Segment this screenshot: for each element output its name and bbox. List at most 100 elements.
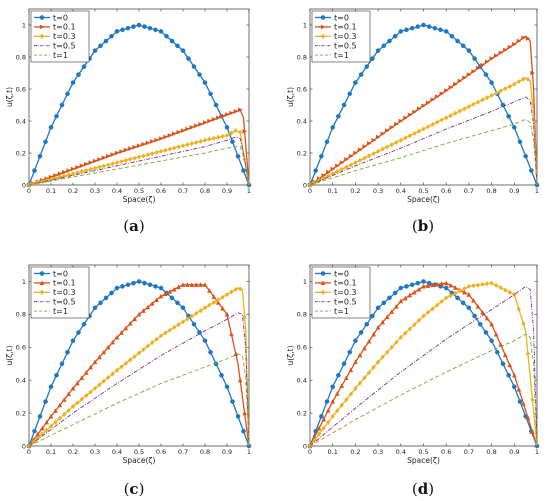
data-point: [110, 371, 115, 377]
data-point: [348, 391, 353, 397]
data-point: [194, 139, 199, 145]
series-t-0_5: [28, 312, 250, 447]
caption-open: (: [124, 480, 130, 498]
data-point: [398, 137, 403, 143]
data-point: [189, 125, 195, 130]
legend-label: t=0.1: [53, 23, 76, 32]
data-point: [92, 165, 98, 171]
data-point: [167, 327, 172, 333]
data-point: [37, 153, 43, 159]
legend: t=0t=0.1t=0.3t=0.5t=1: [30, 10, 90, 63]
data-point: [364, 321, 370, 327]
data-point: [347, 91, 353, 97]
data-point: [220, 305, 225, 311]
data-point: [154, 297, 159, 302]
data-point: [472, 56, 477, 61]
data-point: [335, 163, 340, 169]
data-point: [484, 281, 490, 287]
x-tick-label: 0.2: [350, 448, 360, 456]
data-point: [224, 132, 230, 138]
series-line: [28, 136, 250, 186]
data-point: [98, 43, 103, 49]
data-point: [207, 118, 212, 124]
data-point: [480, 309, 485, 315]
legend-label: t=0.3: [53, 32, 76, 41]
caption-close: ): [428, 217, 434, 235]
data-point: [385, 349, 390, 355]
data-point: [158, 136, 164, 141]
legend-marker: [39, 24, 45, 30]
data-point: [339, 383, 345, 388]
legend-label: t=0: [53, 13, 68, 22]
data-point: [380, 319, 385, 325]
data-point: [380, 146, 385, 152]
data-point: [376, 134, 381, 140]
data-point: [238, 107, 243, 113]
data-point: [43, 399, 48, 404]
legend-marker: [320, 24, 326, 30]
data-point: [421, 126, 426, 132]
data-point: [353, 385, 358, 391]
data-point: [344, 157, 349, 162]
x-tick-label: 0.2: [350, 187, 360, 195]
data-point: [114, 285, 120, 291]
y-tick-label: 1: [22, 21, 26, 29]
legend-label: t=0.3: [334, 288, 357, 297]
data-point: [189, 282, 195, 287]
data-point: [381, 43, 387, 49]
data-point: [375, 305, 381, 311]
data-point: [407, 326, 412, 332]
data-point: [438, 27, 443, 33]
data-point: [403, 330, 408, 336]
data-point: [517, 139, 523, 145]
data-point: [387, 38, 392, 44]
data-point: [123, 325, 129, 331]
x-tick-label: 0.3: [90, 187, 100, 195]
x-tick-label: 0.2: [68, 187, 78, 195]
data-point: [141, 347, 146, 353]
x-tick-label: 0.7: [464, 187, 474, 195]
data-point: [105, 344, 111, 350]
data-point: [483, 72, 489, 77]
data-point: [325, 407, 331, 413]
data-point: [381, 300, 387, 306]
data-point: [494, 349, 500, 355]
data-point: [455, 38, 460, 44]
data-point: [150, 151, 155, 157]
legend-marker: [39, 289, 45, 295]
legend-marker: [320, 289, 326, 295]
data-point: [460, 300, 466, 306]
data-point: [132, 144, 138, 150]
data-point: [198, 308, 203, 314]
data-point: [457, 108, 462, 114]
series-t-0_1: [307, 35, 538, 188]
x-tick-label: 0.1: [328, 187, 338, 195]
data-point: [335, 408, 340, 414]
data-point: [484, 315, 490, 321]
data-point: [412, 130, 417, 136]
x-tick-label: 0.5: [418, 448, 428, 456]
series-line: [309, 285, 538, 447]
data-point: [493, 331, 499, 337]
data-point: [207, 288, 212, 293]
data-point: [53, 173, 58, 178]
chart-panel-a: 0 0.1 0.2 0.3 0.4 0.5 0.6 0.7 0.8 0.9 1 0 0.2 0.4 0.6 0…: [5, 8, 252, 235]
data-point: [457, 78, 463, 84]
data-point: [48, 423, 54, 429]
legend-label: t=0.5: [53, 298, 76, 307]
data-point: [238, 286, 243, 292]
data-point: [62, 169, 67, 175]
data-point: [353, 150, 358, 156]
data-point: [131, 280, 136, 286]
data-point: [506, 372, 511, 378]
data-point: [127, 321, 133, 326]
data-point: [88, 160, 94, 165]
legend-label: t=0.3: [53, 288, 76, 297]
data-point: [189, 313, 194, 319]
series-t-0_5: [309, 285, 538, 447]
series-t-0_3: [307, 76, 538, 188]
data-point: [92, 359, 98, 365]
data-point: [65, 91, 70, 97]
data-point: [341, 102, 347, 108]
panel-caption: (b): [412, 217, 434, 235]
